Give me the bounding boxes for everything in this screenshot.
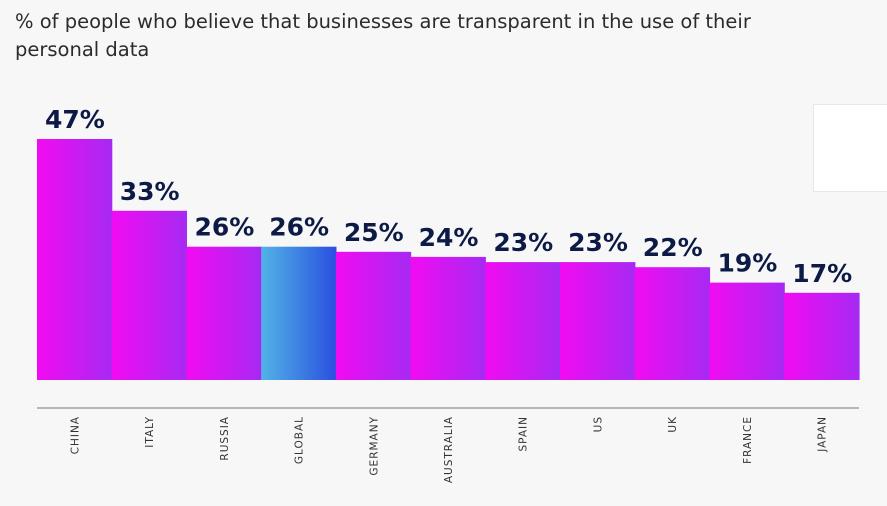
category-label-spain: SPAIN xyxy=(518,416,530,451)
bar-us xyxy=(560,262,636,380)
value-label-russia: 26% xyxy=(195,213,255,242)
value-label-uk: 22% xyxy=(643,233,703,262)
value-label-france: 19% xyxy=(718,249,778,278)
value-labels-group: 47% 33% 26% 26% 25% 24% 23% 23% 22% 19% 17% xyxy=(45,105,852,288)
bar-germany xyxy=(335,251,412,380)
category-label-russia: RUSSIA xyxy=(219,416,231,461)
chart-title: % of people who believe that businesses … xyxy=(15,10,751,61)
bars-group xyxy=(37,139,860,380)
value-label-global: 26% xyxy=(269,213,329,242)
bar-spain xyxy=(485,262,561,380)
category-label-japan: JAPAN xyxy=(817,416,829,453)
category-label-france: FRANCE xyxy=(742,416,754,464)
bar-russia xyxy=(186,246,262,380)
decorative-panel xyxy=(813,104,887,192)
bar-global xyxy=(261,246,337,380)
bar-japan xyxy=(784,292,860,380)
value-label-germany: 25% xyxy=(344,218,404,247)
bar-china xyxy=(37,139,113,380)
category-label-uk: UK xyxy=(667,416,679,433)
bar-australia xyxy=(410,256,486,380)
category-label-germany: GERMANY xyxy=(368,416,380,476)
category-label-italy: ITALY xyxy=(144,416,156,448)
category-label-us: US xyxy=(593,416,605,432)
bar-uk xyxy=(634,267,711,380)
value-label-japan: 17% xyxy=(792,259,852,288)
bar-france xyxy=(709,282,785,380)
value-label-china: 47% xyxy=(45,105,105,134)
value-label-spain: 23% xyxy=(493,228,553,257)
category-label-china: CHINA xyxy=(69,416,81,454)
category-label-global: GLOBAL xyxy=(294,416,306,464)
category-labels-group: CHINA ITALY RUSSIA GLOBAL GERMANY AUSTRALIA SP… xyxy=(69,416,828,483)
value-label-us: 23% xyxy=(568,228,628,257)
value-label-italy: 33% xyxy=(120,177,180,206)
value-label-australia: 24% xyxy=(419,223,479,252)
bar-italy xyxy=(111,210,187,380)
category-label-australia: AUSTRALIA xyxy=(443,416,455,483)
